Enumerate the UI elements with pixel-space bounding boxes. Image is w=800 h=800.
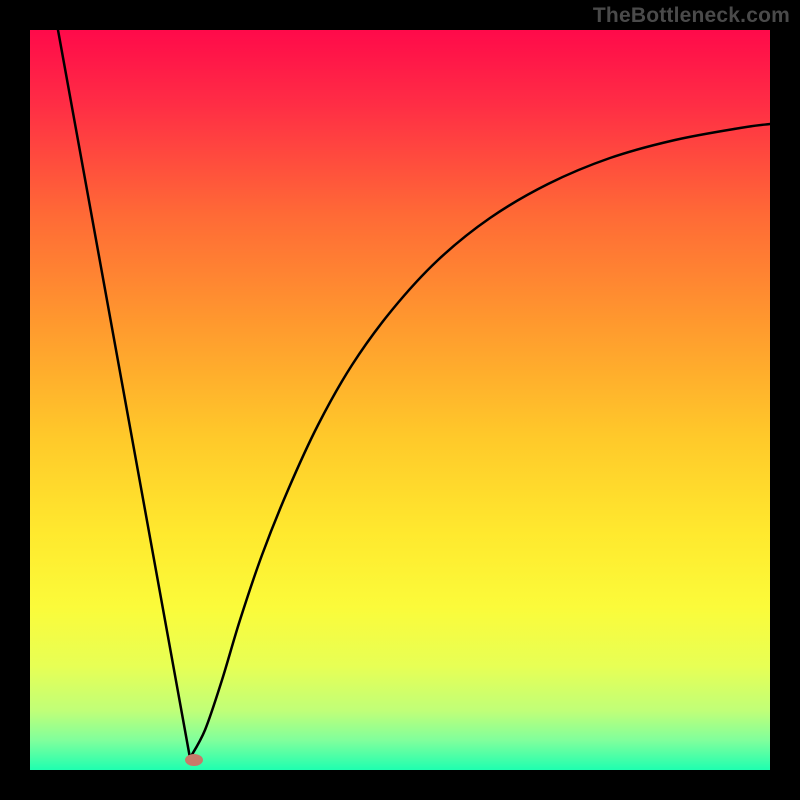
border-right: [770, 0, 800, 800]
chart-svg: [0, 0, 800, 800]
border-left: [0, 0, 30, 800]
chart-container: TheBottleneck.com: [0, 0, 800, 800]
watermark-text: TheBottleneck.com: [593, 4, 790, 28]
minimum-marker: [185, 754, 203, 766]
border-bottom: [0, 770, 800, 800]
gradient-background: [30, 30, 770, 770]
